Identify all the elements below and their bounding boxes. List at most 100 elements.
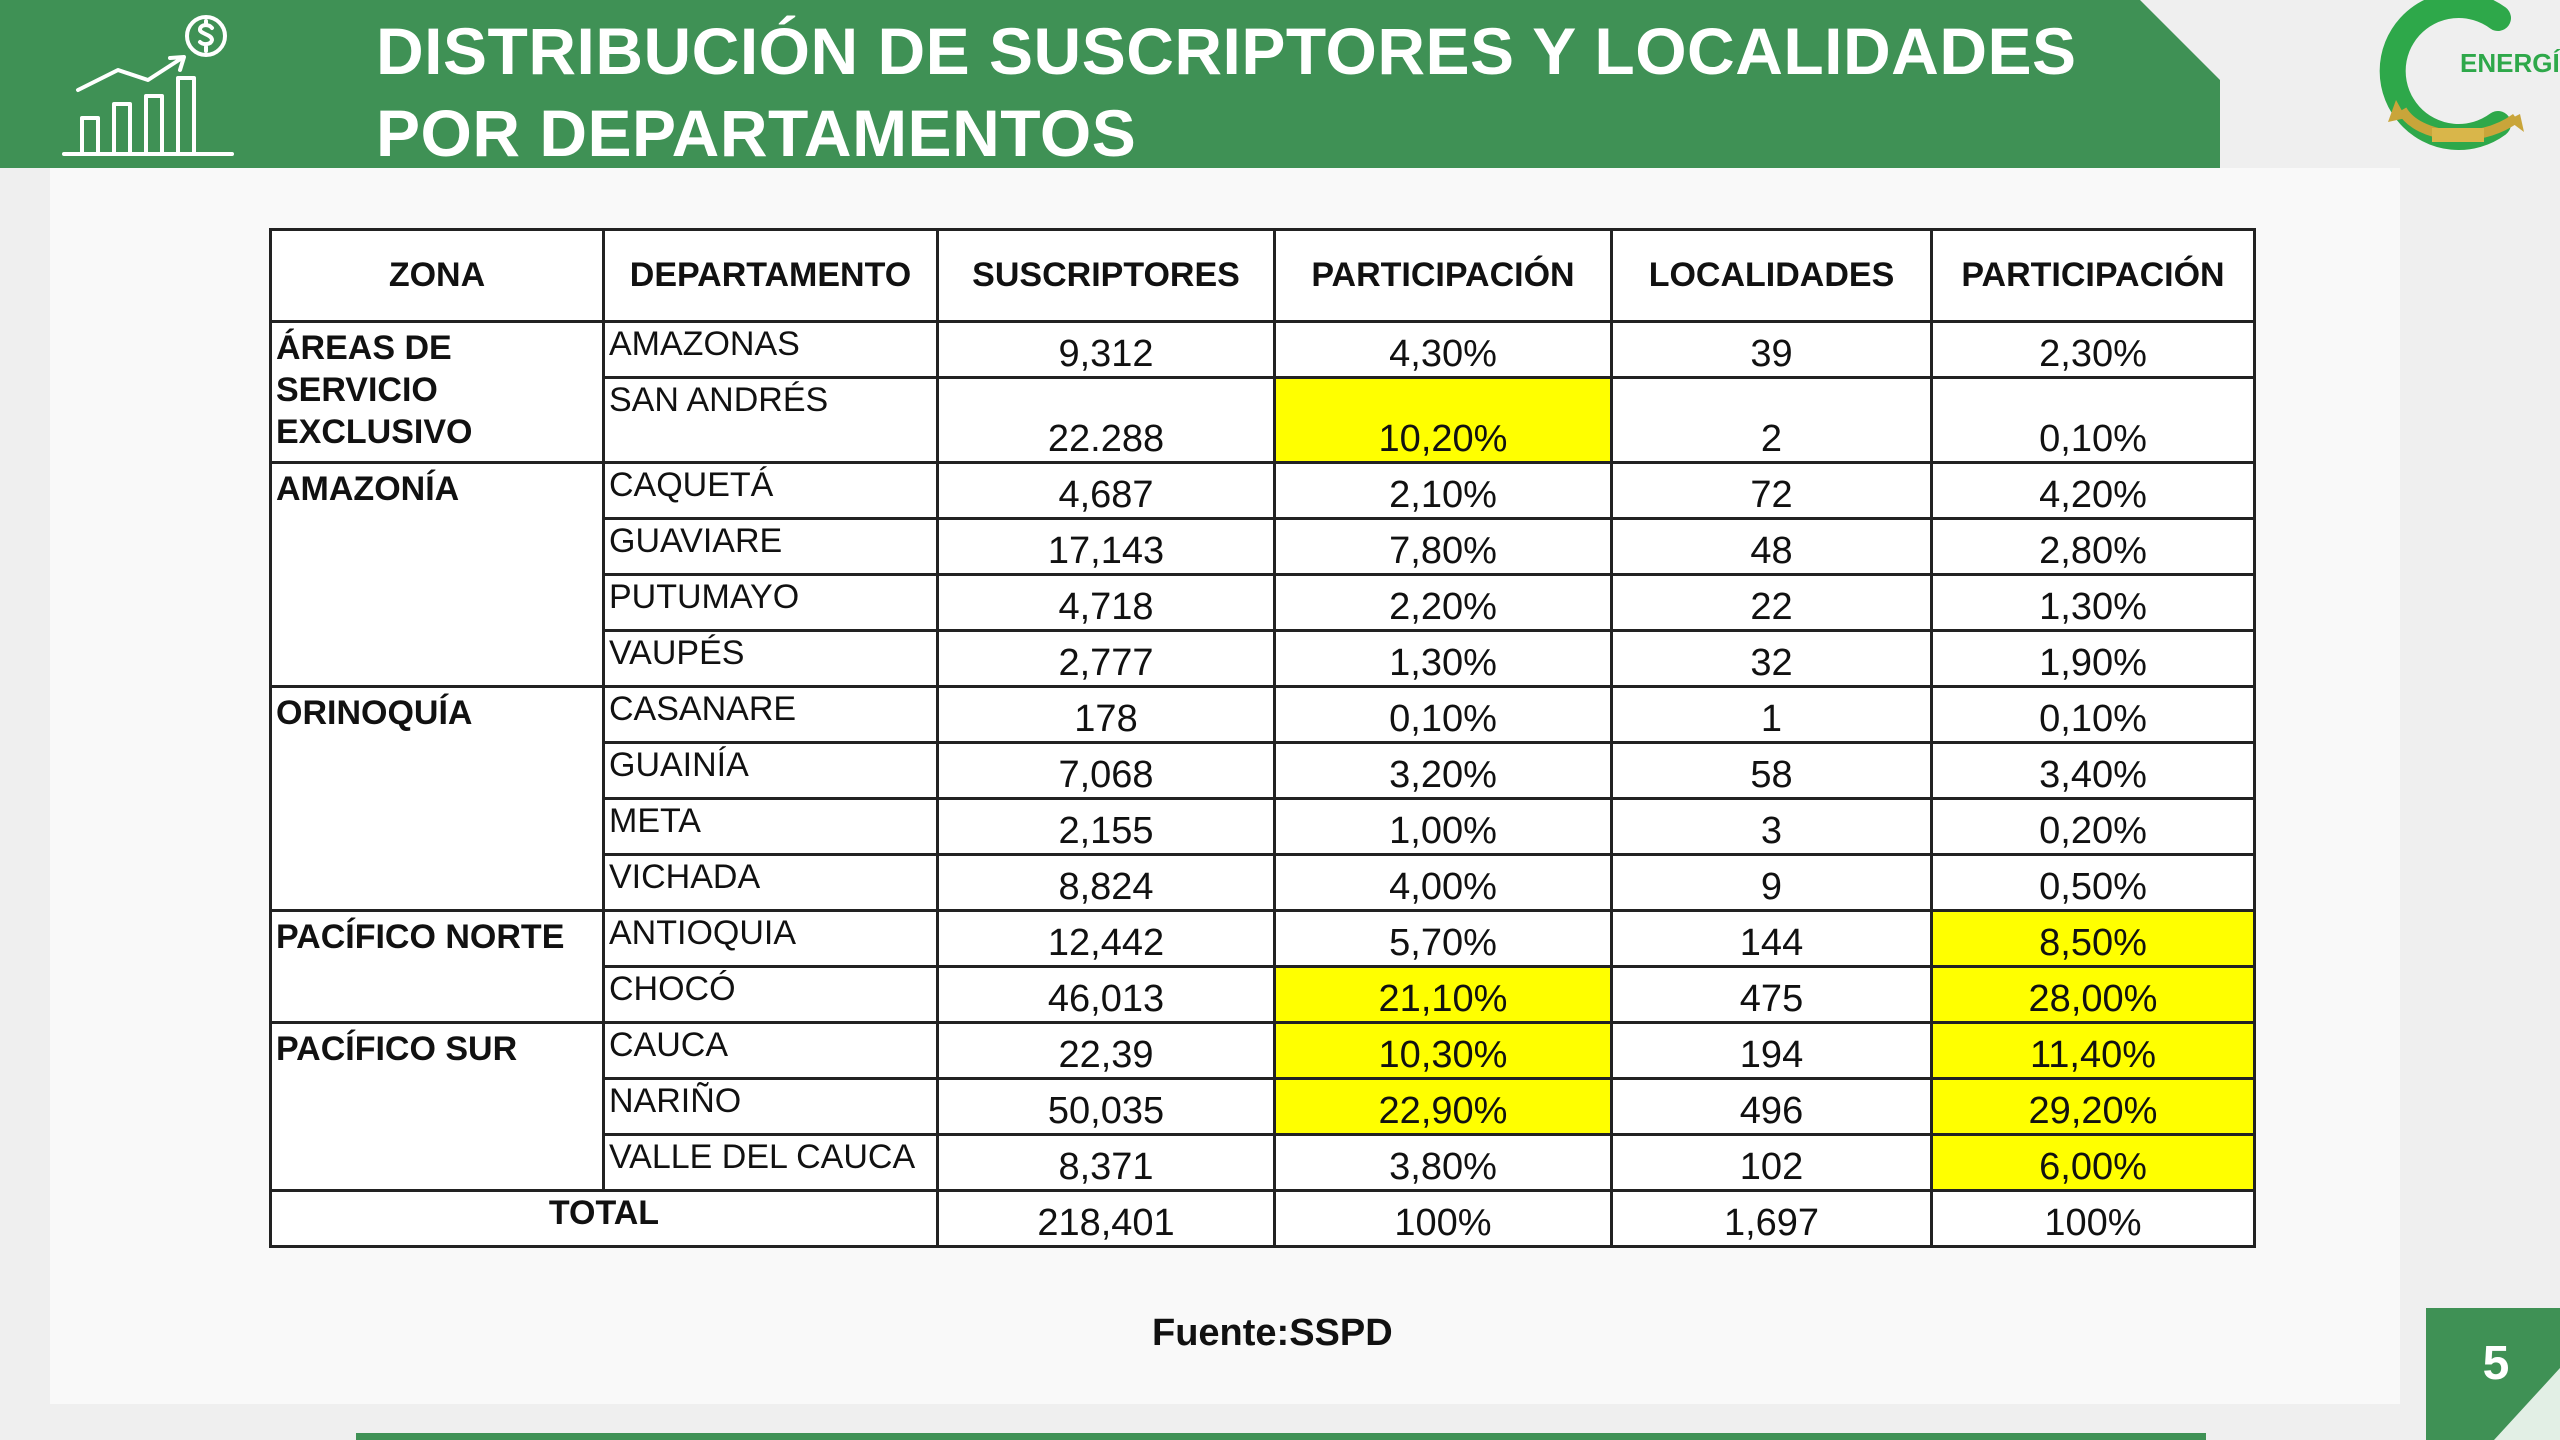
table-row: PACÍFICO NORTE ANTIOQUIA 12,442 5,70% 14… — [269, 909, 2256, 1024]
header-band — [0, 0, 2220, 168]
subscribers-cell: 22.288 — [936, 376, 1276, 464]
column-header: DEPARTAMENTO — [602, 228, 939, 323]
localities-share-cell: 4,20% — [1930, 461, 2256, 520]
subscribers-share-cell: 2,10% — [1273, 461, 1613, 520]
department-cell: ANTIOQUIA — [602, 909, 939, 968]
page-number: 5 — [2482, 1337, 2510, 1390]
subscribers-cell: 4,718 — [936, 573, 1276, 632]
zone-cell: PACÍFICO SUR — [269, 1021, 605, 1192]
localities-share-cell: 0,10% — [1930, 376, 2256, 464]
subscribers-cell: 2,155 — [936, 797, 1276, 856]
department-cell: CAUCA — [602, 1021, 939, 1080]
department-cell: NARIÑO — [602, 1077, 939, 1136]
subscribers-share-cell: 3,80% — [1273, 1133, 1613, 1192]
bottom-divider — [356, 1433, 2206, 1440]
subscribers-share-cell: 3,20% — [1273, 741, 1613, 800]
subscribers-share-cell: 5,70% — [1273, 909, 1613, 968]
total-subscribers-share: 100% — [1273, 1189, 1613, 1248]
department-cell: SAN ANDRÉS — [602, 376, 939, 464]
subscribers-share-cell: 4,30% — [1273, 320, 1613, 379]
localities-share-cell-highlighted: 8,50% — [1930, 909, 2256, 968]
department-cell: AMAZONAS — [602, 320, 939, 379]
localities-share-cell-highlighted: 6,00% — [1930, 1133, 2256, 1192]
subscribers-cell: 46,013 — [936, 965, 1276, 1024]
subscribers-cell: 17,143 — [936, 517, 1276, 576]
department-cell: CAQUETÁ — [602, 461, 939, 520]
column-header: PARTICIPACIÓN — [1930, 228, 2256, 323]
localities-cell: 72 — [1610, 461, 1933, 520]
subscribers-share-cell: 0,10% — [1273, 685, 1613, 744]
localities-cell: 22 — [1610, 573, 1933, 632]
subscribers-share-cell-highlighted: 22,90% — [1273, 1077, 1613, 1136]
zone-cell: AMAZONÍA — [269, 461, 605, 688]
localities-cell: 39 — [1610, 320, 1933, 379]
subscribers-cell: 9,312 — [936, 320, 1276, 379]
logo-text: ENERGÍA — [2460, 48, 2560, 78]
subscribers-share-cell: 4,00% — [1273, 853, 1613, 912]
localities-cell: 3 — [1610, 797, 1933, 856]
localities-share-cell: 1,90% — [1930, 629, 2256, 688]
table-row: META 2,155 1,00% 3 0,20% — [271, 797, 2256, 856]
localities-share-cell: 0,50% — [1930, 853, 2256, 912]
subscribers-cell: 8,371 — [936, 1133, 1276, 1192]
localities-cell: 58 — [1610, 741, 1933, 800]
total-row: TOTAL 218,401 100% 1,697 100% — [269, 1189, 2256, 1248]
table-row: CHOCÓ 46,013 21,10% 475 28,00% — [271, 965, 2256, 1024]
localities-cell: 32 — [1610, 629, 1933, 688]
subscribers-share-cell-highlighted: 10,20% — [1273, 376, 1613, 464]
table-row: VAUPÉS 2,777 1,30% 32 1,90% — [271, 629, 2256, 688]
column-header: SUSCRIPTORES — [936, 228, 1276, 323]
localities-share-cell: 2,80% — [1930, 517, 2256, 576]
total-label: TOTAL — [269, 1189, 939, 1248]
localities-share-cell: 0,10% — [1930, 685, 2256, 744]
subscribers-cell: 7,068 — [936, 741, 1276, 800]
subscribers-cell: 12,442 — [936, 909, 1276, 968]
localities-cell: 475 — [1610, 965, 1933, 1024]
table-row: GUAVIARE 17,143 7,80% 48 2,80% — [271, 517, 2256, 576]
subscribers-cell: 50,035 — [936, 1077, 1276, 1136]
localities-cell: 194 — [1610, 1021, 1933, 1080]
table-row: PUTUMAYO 4,718 2,20% 22 1,30% — [271, 573, 2256, 632]
localities-share-cell: 2,30% — [1930, 320, 2256, 379]
subscribers-share-cell-highlighted: 10,30% — [1273, 1021, 1613, 1080]
column-header: PARTICIPACIÓN — [1273, 228, 1613, 323]
table-header-row: ZONA DEPARTAMENTO SUSCRIPTORES PARTICIPA… — [269, 228, 2256, 323]
total-localities: 1,697 — [1610, 1189, 1933, 1248]
localities-cell: 48 — [1610, 517, 1933, 576]
localities-cell: 496 — [1610, 1077, 1933, 1136]
subscribers-share-cell-highlighted: 21,10% — [1273, 965, 1613, 1024]
total-localities-share: 100% — [1930, 1189, 2256, 1248]
localities-cell: 144 — [1610, 909, 1933, 968]
localities-cell: 2 — [1610, 376, 1933, 464]
localities-cell: 1 — [1610, 685, 1933, 744]
table-row: PACÍFICO SUR CAUCA 22,39 10,30% 194 11,4… — [269, 1021, 2256, 1192]
column-header: ZONA — [269, 228, 605, 323]
department-cell: VICHADA — [602, 853, 939, 912]
localities-share-cell-highlighted: 11,40% — [1930, 1021, 2256, 1080]
department-cell: PUTUMAYO — [602, 573, 939, 632]
table-row: AMAZONÍA CAQUETÁ 4,687 2,10% 72 4,20% — [269, 461, 2256, 688]
zone-cell: ORINOQUÍA — [269, 685, 605, 912]
zone-cell: PACÍFICO NORTE — [269, 909, 605, 1024]
department-cell: CHOCÓ — [602, 965, 939, 1024]
subscribers-cell: 4,687 — [936, 461, 1276, 520]
localities-cell: 102 — [1610, 1133, 1933, 1192]
subscribers-cell: 8,824 — [936, 853, 1276, 912]
table-row: VALLE DEL CAUCA 8,371 3,80% 102 6,00% — [271, 1133, 2256, 1192]
subscribers-cell: 178 — [936, 685, 1276, 744]
total-subscribers: 218,401 — [936, 1189, 1276, 1248]
table-row: NARIÑO 50,035 22,90% 496 29,20% — [271, 1077, 2256, 1136]
distribution-table: ZONA DEPARTAMENTO SUSCRIPTORES PARTICIPA… — [269, 228, 2256, 1248]
energia-logo: ENERGÍA — [2379, 0, 2560, 150]
zone-cell: ÁREAS DE SERVICIO EXCLUSIVO — [269, 320, 605, 464]
localities-share-cell-highlighted: 28,00% — [1930, 965, 2256, 1024]
table-row: VICHADA 8,824 4,00% 9 0,50% — [271, 853, 2256, 912]
department-cell: VALLE DEL CAUCA — [602, 1133, 939, 1192]
table-row: GUAINÍA 7,068 3,20% 58 3,40% — [271, 741, 2256, 800]
subscribers-cell: 2,777 — [936, 629, 1276, 688]
localities-share-cell: 1,30% — [1930, 573, 2256, 632]
source-note: Fuente:SSPD — [1152, 1312, 1393, 1354]
localities-share-cell: 3,40% — [1930, 741, 2256, 800]
growth-chart-dollar-icon — [62, 15, 234, 156]
table-row: SAN ANDRÉS 22.288 10,20% 2 0,10% — [271, 376, 2256, 464]
